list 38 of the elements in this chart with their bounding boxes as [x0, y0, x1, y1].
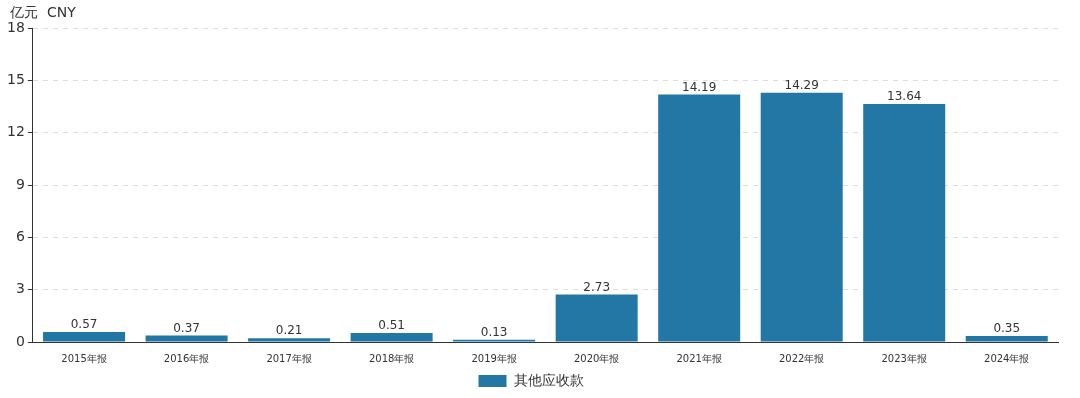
legend-label: 其他应收款 [513, 371, 584, 388]
x-tick-label: 2023年报 [881, 352, 927, 364]
x-tick-label: 2021年报 [676, 352, 722, 364]
bar [965, 335, 1048, 342]
x-tick-label: 2017年报 [266, 352, 312, 364]
data-label: 2.73 [583, 279, 611, 294]
x-tick-label: 2016年报 [163, 352, 210, 364]
y-tick-label: 9 [15, 175, 25, 192]
y-tick-label: 15 [6, 70, 25, 87]
data-label: 0.21 [275, 323, 303, 338]
y-tick-label: 18 [6, 18, 25, 35]
y-tick-label: 12 [6, 123, 25, 140]
y-tick-label: 6 [15, 227, 25, 244]
bar [145, 335, 228, 342]
y-tick-label: 3 [15, 280, 25, 297]
x-tick-label: 2024年报 [984, 352, 1030, 364]
data-label: 13.64 [887, 89, 922, 104]
x-tick-label: 2018年报 [368, 352, 415, 364]
bar [350, 333, 433, 342]
bar [760, 92, 843, 342]
data-label: 14.19 [682, 79, 717, 94]
data-label: 0.13 [480, 324, 508, 339]
bar [248, 338, 331, 342]
bar [658, 94, 741, 342]
data-label: 0.37 [173, 320, 200, 335]
y-tick-label: 0 [15, 332, 25, 349]
x-tick-label: 2019年报 [471, 352, 517, 364]
data-label: 0.35 [993, 321, 1021, 336]
bar [43, 332, 126, 342]
x-tick-label: 2022年报 [778, 352, 825, 364]
data-label: 0.57 [70, 317, 98, 332]
bar [555, 294, 638, 342]
bar [863, 104, 946, 342]
data-label: 0.51 [378, 318, 405, 333]
y-axis-title: 亿元 CNY [9, 3, 77, 20]
x-tick-label: 2020年报 [573, 352, 620, 364]
data-label: 14.29 [784, 77, 819, 92]
x-tick-label: 2015年报 [61, 352, 107, 364]
